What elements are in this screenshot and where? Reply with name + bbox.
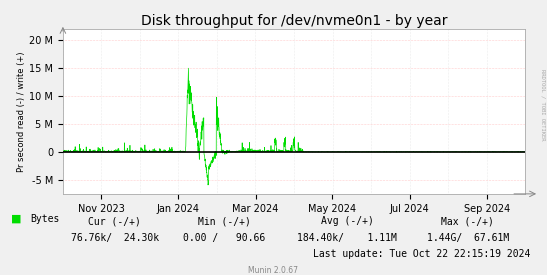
Text: Cur (-/+): Cur (-/+) [89, 216, 141, 226]
Text: 184.40k/    1.11M: 184.40k/ 1.11M [298, 233, 397, 243]
Text: Bytes: Bytes [30, 214, 60, 224]
Text: Min (-/+): Min (-/+) [198, 216, 251, 226]
Text: Munin 2.0.67: Munin 2.0.67 [248, 266, 299, 274]
Text: RRDTOOL / TOBI OETIKER: RRDTOOL / TOBI OETIKER [541, 69, 546, 140]
Text: 1.44G/  67.61M: 1.44G/ 67.61M [427, 233, 509, 243]
Text: ■: ■ [11, 214, 21, 224]
Text: Last update: Tue Oct 22 22:15:19 2024: Last update: Tue Oct 22 22:15:19 2024 [313, 249, 531, 259]
Text: 0.00 /   90.66: 0.00 / 90.66 [183, 233, 265, 243]
Text: Max (-/+): Max (-/+) [441, 216, 494, 226]
Title: Disk throughput for /dev/nvme0n1 - by year: Disk throughput for /dev/nvme0n1 - by ye… [141, 14, 447, 28]
Text: Avg (-/+): Avg (-/+) [321, 216, 374, 226]
Y-axis label: Pr second read (-) / write (+): Pr second read (-) / write (+) [18, 51, 26, 172]
Text: 76.76k/  24.30k: 76.76k/ 24.30k [71, 233, 159, 243]
